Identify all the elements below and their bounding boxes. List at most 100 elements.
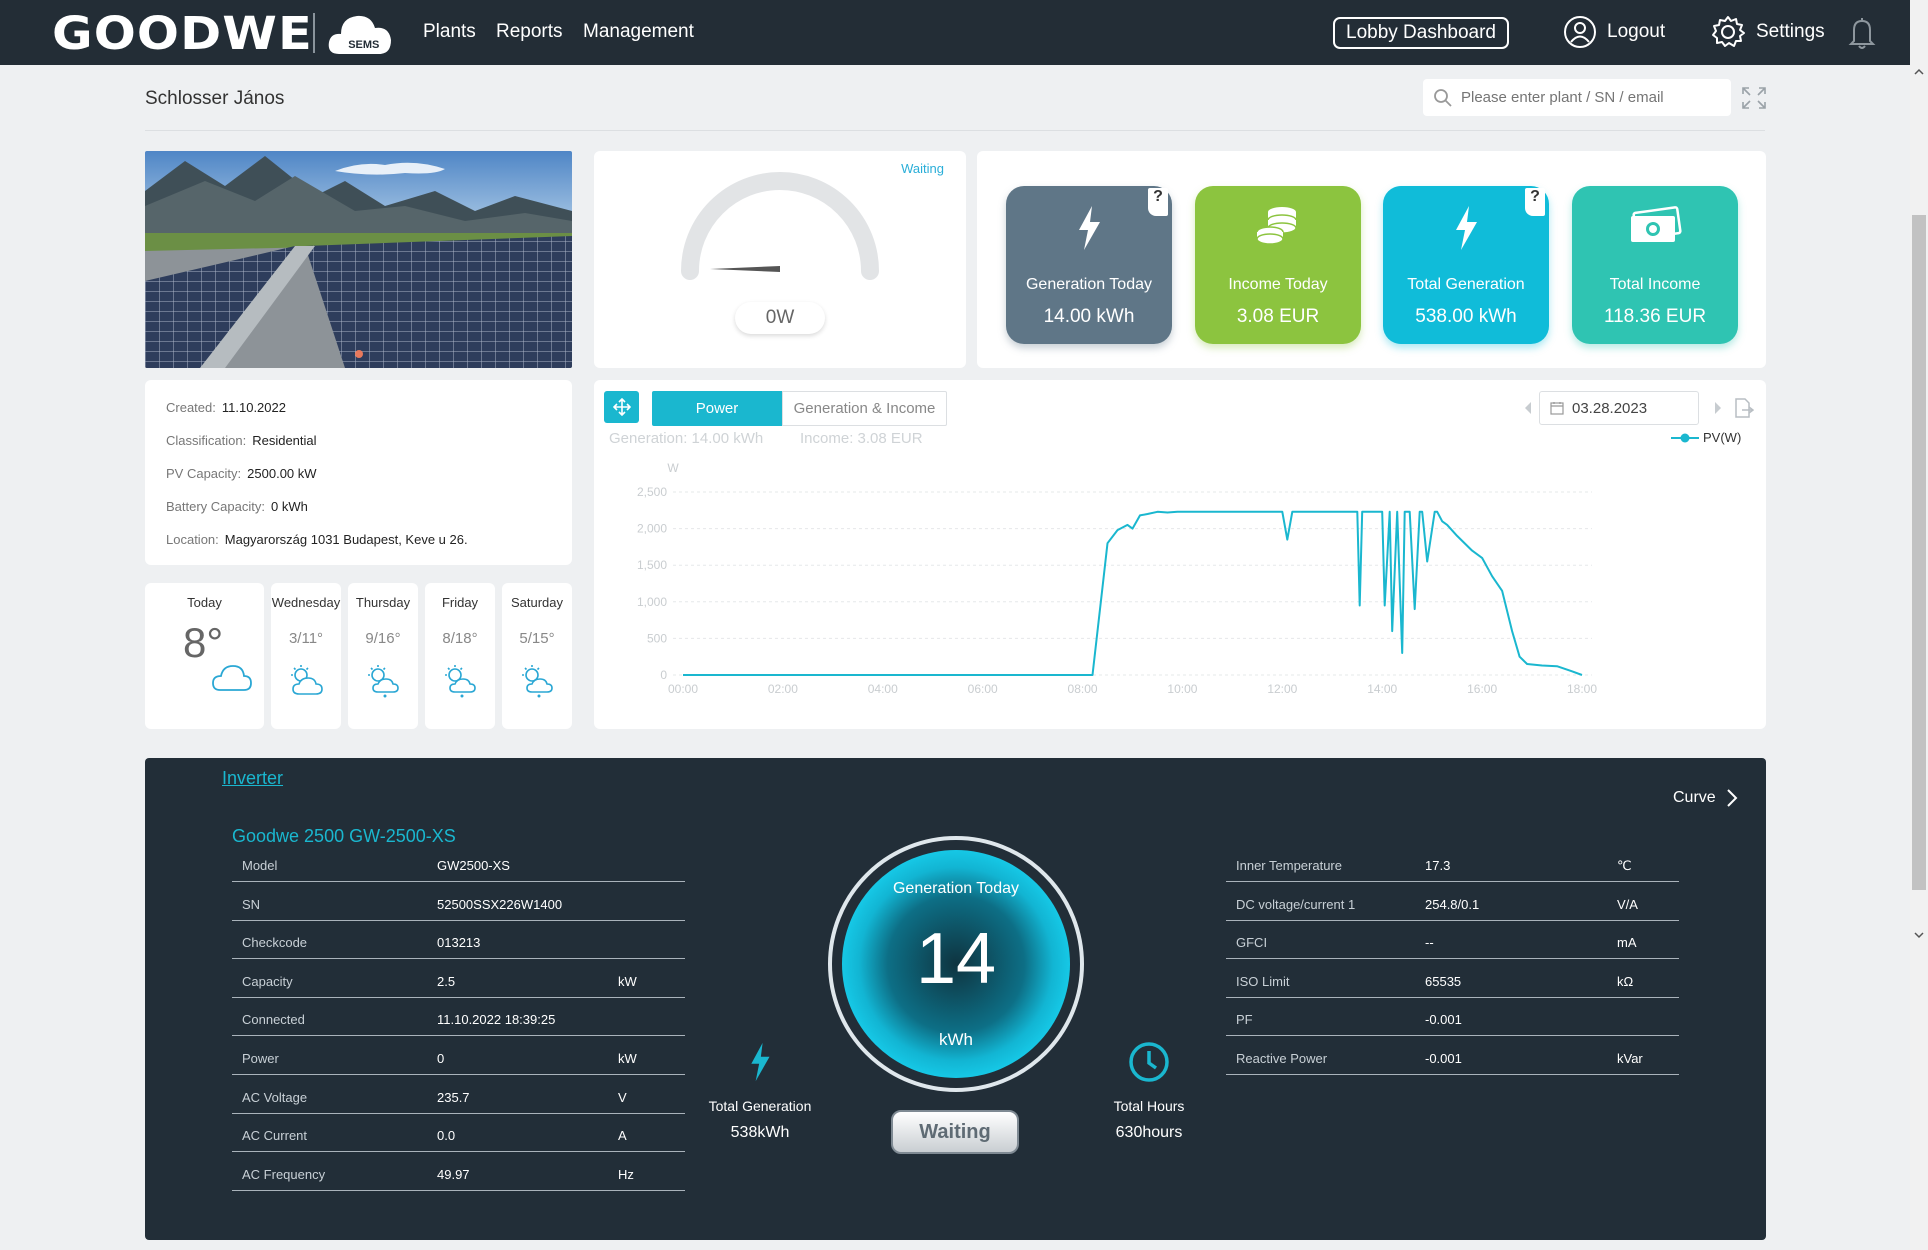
stat-card-generation-today[interactable]: ? Generation Today 14.00 kWh bbox=[1006, 186, 1172, 344]
classification-label: Classification: bbox=[166, 433, 247, 448]
money-icon bbox=[1631, 206, 1682, 242]
tab-generation-income[interactable]: Generation & Income bbox=[782, 391, 947, 426]
scrollbar-thumb[interactable] bbox=[1912, 215, 1926, 890]
bolt-icon bbox=[1079, 206, 1100, 250]
date-picker[interactable]: 03.28.2023 bbox=[1539, 391, 1699, 425]
row-key: AC Current bbox=[242, 1128, 308, 1144]
weather-today-temp: 8° bbox=[183, 619, 224, 666]
inverter-table-row: Power 0 kW bbox=[232, 1037, 685, 1075]
ring-unit: kWh bbox=[939, 1030, 973, 1049]
logout-button[interactable]: Logout bbox=[1563, 14, 1665, 50]
bolt-icon bbox=[1456, 206, 1477, 250]
gauge-value: 0W bbox=[765, 307, 795, 328]
weather-day-temp: 8/18° bbox=[442, 630, 478, 647]
settings-label: Settings bbox=[1756, 21, 1825, 42]
info-created: Created: 11.10.2022 bbox=[166, 400, 286, 415]
help-icon[interactable]: ? bbox=[1148, 188, 1168, 216]
prev-date-icon[interactable] bbox=[1524, 401, 1532, 415]
nav-reports[interactable]: Reports bbox=[496, 21, 563, 42]
power-gauge bbox=[681, 172, 879, 280]
row-unit: V/A bbox=[1617, 896, 1638, 912]
row-unit: mA bbox=[1617, 935, 1637, 951]
inverter-table-row: Capacity 2.5 kW bbox=[232, 960, 685, 998]
nav-management[interactable]: Management bbox=[583, 21, 694, 42]
stat-value: 3.08 EUR bbox=[1236, 306, 1320, 327]
export-icon[interactable] bbox=[1732, 397, 1754, 419]
inverter-table-row: Checkcode 013213 bbox=[232, 921, 685, 960]
gauge-status: Waiting bbox=[901, 161, 944, 176]
location-value: Magyarország 1031 Budapest, Keve u 26. bbox=[224, 532, 468, 547]
row-key: Power bbox=[242, 1051, 279, 1066]
inverter-table-row: DC voltage/current 1 254.8/0.1 V/A bbox=[1226, 883, 1679, 921]
row-key: DC voltage/current 1 bbox=[1236, 896, 1356, 912]
stat-card-income-today[interactable]: Income Today 3.08 EUR bbox=[1195, 186, 1361, 344]
stat-value: 118.36 EUR bbox=[1603, 306, 1707, 327]
pv-capacity-value: 2500.00 kW bbox=[247, 466, 317, 481]
row-unit: kΩ bbox=[1617, 973, 1634, 989]
info-location: Location: Magyarország 1031 Budapest, Kev… bbox=[166, 532, 468, 547]
row-value: 49.97 bbox=[437, 1166, 470, 1182]
row-key: SN bbox=[242, 896, 261, 912]
logout-label: Logout bbox=[1607, 21, 1666, 42]
row-unit: V bbox=[618, 1089, 627, 1105]
sun-cloud-icon bbox=[522, 665, 553, 698]
tab-power-label: Power bbox=[695, 400, 739, 417]
plant-search-box[interactable] bbox=[1423, 79, 1731, 116]
inverter-table-row: GFCI -- mA bbox=[1226, 921, 1679, 960]
row-key: GFCI bbox=[1236, 935, 1268, 951]
fullscreen-icon[interactable] bbox=[1741, 86, 1767, 110]
goodwe-logo[interactable]: GOODWE SEMS bbox=[52, 6, 395, 60]
drag-handle-button[interactable] bbox=[604, 391, 639, 423]
curve-button[interactable]: Curve bbox=[1673, 788, 1738, 808]
row-key: ISO Limit bbox=[1236, 973, 1290, 989]
lobby-dashboard-label: Lobby Dashboard bbox=[1346, 22, 1496, 43]
stat-card-total-income[interactable]: Total Income 118.36 EUR bbox=[1572, 186, 1738, 344]
weather-today: Today 8° bbox=[145, 583, 264, 729]
ring-title: Generation Today bbox=[892, 880, 1019, 897]
next-date-icon[interactable] bbox=[1714, 401, 1722, 415]
weather-day-name: Friday bbox=[441, 595, 479, 610]
help-icon[interactable]: ? bbox=[1525, 188, 1545, 216]
row-value: 2.5 bbox=[437, 973, 456, 989]
lobby-dashboard-button[interactable]: Lobby Dashboard bbox=[1333, 17, 1509, 49]
inverter-table-row: AC Voltage 235.7 V bbox=[232, 1076, 685, 1114]
inverter-table-row: Reactive Power -0.001 kVar bbox=[1226, 1037, 1679, 1075]
weather-day-1: Wednesday 3/11° bbox=[271, 583, 341, 729]
bell-icon[interactable] bbox=[1848, 16, 1876, 50]
chevron-right-icon bbox=[1726, 789, 1738, 807]
plant-search-input[interactable] bbox=[1461, 89, 1731, 106]
stats-panel: ? Generation Today 14.00 kWh Income Toda… bbox=[977, 151, 1766, 368]
row-key: Capacity bbox=[242, 973, 293, 989]
weather-today-label: Today bbox=[187, 595, 222, 610]
settings-button[interactable]: Settings bbox=[1710, 14, 1825, 50]
inverter-table-row: Model GW2500-XS bbox=[232, 844, 685, 882]
date-value: 03.28.2023 bbox=[1572, 399, 1648, 417]
row-key: Model bbox=[242, 858, 278, 873]
row-key: Inner Temperature bbox=[1236, 858, 1342, 873]
inverter-device-name: Goodwe 2500 GW-2500-XS bbox=[232, 826, 456, 846]
row-value: 235.7 bbox=[437, 1089, 470, 1105]
stat-card-total-generation[interactable]: ? Total Generation 538.00 kWh bbox=[1383, 186, 1549, 344]
inverter-table-row: PF -0.001 bbox=[1226, 998, 1679, 1037]
nav-plants[interactable]: Plants bbox=[423, 21, 476, 42]
inverter-panel: Inverter Curve Goodwe 2500 GW-2500-XS Mo… bbox=[145, 758, 1766, 1240]
y-tick-label: 500 bbox=[647, 631, 667, 645]
inverter-link[interactable]: Inverter bbox=[222, 768, 284, 788]
weather-day-2: Thursday 9/16° bbox=[348, 583, 418, 729]
info-battery: Battery Capacity: 0 kWh bbox=[166, 499, 308, 514]
tab-power[interactable]: Power bbox=[652, 391, 782, 426]
x-tick-label: 06:00 bbox=[968, 682, 998, 696]
weather-day-name: Saturday bbox=[510, 595, 564, 610]
inverter-table-row: Inner Temperature 17.3 ℃ bbox=[1226, 844, 1679, 882]
legend-pv-label: PV(W) bbox=[1703, 430, 1742, 445]
row-unit: Hz bbox=[618, 1166, 634, 1182]
sems-cloud-icon: SEMS bbox=[325, 6, 395, 60]
inverter-table-row: SN 52500SSX226W1400 bbox=[232, 883, 685, 921]
x-tick-label: 16:00 bbox=[1467, 682, 1497, 696]
row-value: 52500SSX226W1400 bbox=[437, 896, 563, 912]
scroll-down-arrow-icon[interactable] bbox=[1913, 930, 1925, 940]
generation-ring bbox=[828, 836, 1084, 1092]
move-icon bbox=[612, 398, 631, 416]
scroll-up-arrow-icon[interactable] bbox=[1913, 67, 1925, 77]
sun-cloud-icon bbox=[368, 665, 399, 698]
